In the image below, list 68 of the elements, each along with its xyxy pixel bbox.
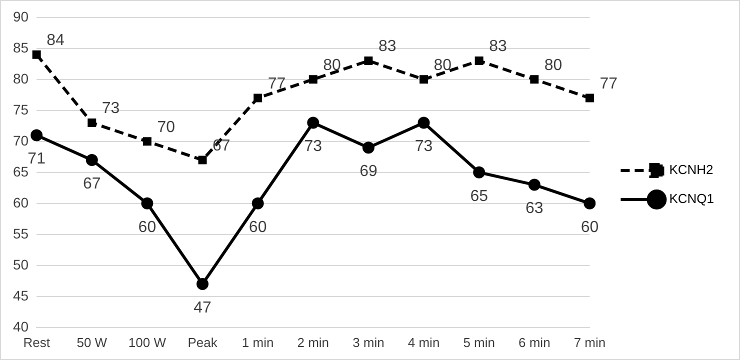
data-label: 80 xyxy=(434,56,452,74)
data-label: 67 xyxy=(82,175,101,192)
point xyxy=(584,197,596,210)
data-label: 63 xyxy=(526,200,544,218)
y-tick-label: 50 xyxy=(12,256,29,272)
point xyxy=(141,197,154,210)
point xyxy=(473,166,486,178)
y-tick-label: 40 xyxy=(12,318,29,334)
data-label: 80 xyxy=(544,56,562,74)
y-tick-label: 45 xyxy=(12,287,29,304)
data-label: 77 xyxy=(268,75,286,92)
x-tick-label: 2 min xyxy=(297,334,330,350)
x-tick-label: 1 min xyxy=(242,334,274,350)
y-tick-label: 60 xyxy=(12,194,29,210)
data-label: 60 xyxy=(248,218,267,236)
point xyxy=(308,75,318,84)
point xyxy=(30,129,43,142)
data-label: 65 xyxy=(470,188,488,205)
legend-label: KCNH2 xyxy=(669,162,714,178)
y-tick-label: 55 xyxy=(12,225,29,242)
point xyxy=(528,178,540,191)
point xyxy=(307,116,320,129)
y-tick-label: 75 xyxy=(12,101,29,118)
x-tick-label: 4 min xyxy=(408,334,440,350)
data-label: 73 xyxy=(102,100,120,118)
x-tick-label: 7 min xyxy=(574,334,606,350)
point xyxy=(364,56,373,66)
data-label: 83 xyxy=(378,38,396,56)
point xyxy=(420,75,428,84)
point xyxy=(32,50,41,59)
y-tick-label: 90 xyxy=(12,8,29,24)
point xyxy=(86,154,98,166)
data-label: 69 xyxy=(360,163,378,180)
point xyxy=(254,94,262,102)
point xyxy=(418,116,430,129)
point xyxy=(142,137,152,146)
y-tick-label: 70 xyxy=(12,132,29,148)
data-label: 77 xyxy=(600,75,618,92)
data-label: 73 xyxy=(414,138,433,156)
point xyxy=(198,156,207,164)
x-tick-label: 6 min xyxy=(518,334,550,350)
data-label: 67 xyxy=(212,137,230,154)
point xyxy=(196,278,209,290)
data-label: 80 xyxy=(323,56,342,74)
point xyxy=(474,56,484,66)
x-tick-label: Rest xyxy=(23,334,50,350)
legend-label: KCNQ1 xyxy=(669,191,714,206)
data-label: 71 xyxy=(28,150,46,168)
point xyxy=(252,197,264,210)
data-label: 60 xyxy=(138,218,156,236)
x-tick-label: 5 min xyxy=(463,334,495,350)
y-tick-label: 80 xyxy=(12,70,29,86)
point xyxy=(530,75,539,84)
data-label: 60 xyxy=(580,218,599,236)
point xyxy=(585,94,594,102)
data-label: 70 xyxy=(157,118,176,136)
data-label: 84 xyxy=(46,32,64,50)
x-tick-label: Peak xyxy=(188,334,218,350)
x-tick-label: 50 W xyxy=(76,334,108,350)
data-label: 83 xyxy=(489,38,507,56)
y-tick-label: 65 xyxy=(12,163,29,180)
y-tick-label: 85 xyxy=(12,39,29,56)
x-tick-label: 3 min xyxy=(352,334,384,350)
data-label: 73 xyxy=(304,138,322,156)
point xyxy=(362,142,374,154)
point xyxy=(88,118,96,128)
x-tick-label: 100 W xyxy=(128,334,167,350)
data-label: 47 xyxy=(194,299,212,316)
